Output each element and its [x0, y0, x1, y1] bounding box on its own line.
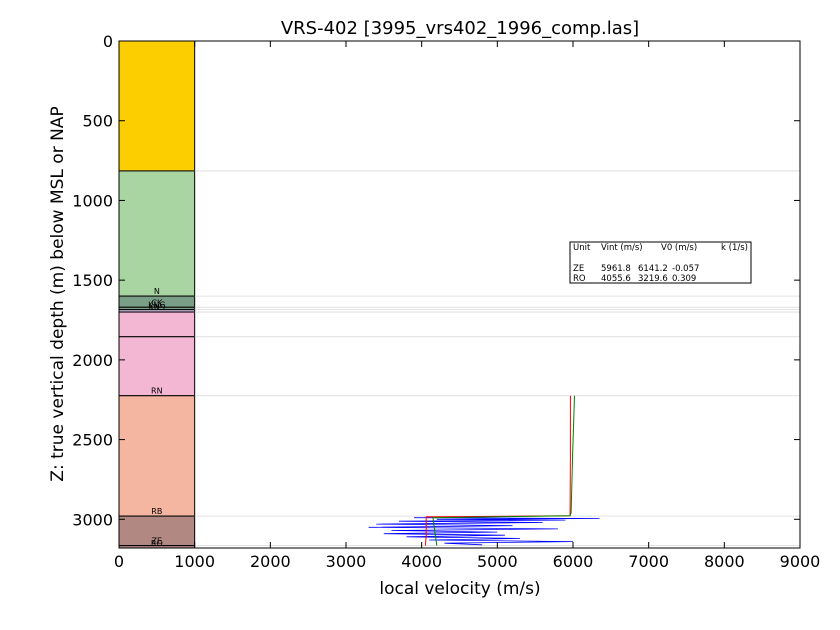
unit-block [118, 395, 196, 517]
x-axis-ticks: 0 1000 2000 3000 4000 5000 6000 7000 8000 9000 [114, 41, 820, 571]
y-tick-label: 2500 [72, 431, 113, 450]
y-tick-label: 1500 [72, 271, 113, 290]
x-tick-label: 6000 [553, 552, 594, 571]
y-axis-label: Z: true vertical depth (m) below MSL or … [48, 106, 68, 481]
unit-label: N [154, 287, 160, 296]
y-tick-label: 1000 [72, 191, 113, 210]
legend-header-v0: V0 (m/s) [661, 243, 697, 253]
x-tick-label: 3000 [326, 552, 367, 571]
velocity-series-line [432, 395, 575, 546]
unit-label: RB [151, 507, 162, 516]
unit-block [118, 336, 196, 397]
unit-block [118, 311, 196, 338]
chart-title: VRS-402 [3995_vrs402_1996_comp.las] [281, 18, 639, 39]
x-tick-label: 2000 [250, 552, 291, 571]
legend-row-k: -0.057 [672, 264, 699, 274]
y-tick-label: 0 [103, 32, 113, 51]
y-tick-label: 3000 [72, 510, 113, 529]
y-axis-ticks: 0 500 1000 1500 2000 2500 3000 [72, 32, 800, 529]
y-tick-label: 2000 [72, 351, 113, 370]
velocity-series [368, 395, 600, 546]
x-tick-label: 7000 [628, 552, 669, 571]
legend-row-unit: ZE [573, 264, 584, 274]
legend-row-vint: 4055.6 [601, 274, 631, 284]
legend-box: Unit Vint (m/s) V0 (m/s) k (1/s) ZE 5961… [569, 241, 752, 284]
unit-block [118, 515, 196, 547]
unit-label: RN [151, 387, 163, 396]
unit-label: CK [151, 298, 163, 307]
legend-row-k: 0.309 [672, 274, 696, 284]
unit-boundaries [194, 170, 800, 547]
unit-label: KNS [149, 303, 165, 312]
legend-row-vint: 5961.8 [601, 264, 631, 274]
legend-row-unit: RO [573, 274, 586, 284]
legend-header-vint: Vint (m/s) [601, 243, 643, 253]
x-tick-label: 0 [114, 552, 124, 571]
x-tick-label: 4000 [401, 552, 442, 571]
plot-frame [118, 40, 801, 549]
x-tick-label: 5000 [477, 552, 518, 571]
y-tick-label: 500 [82, 112, 113, 131]
legend-row-v0: 6141.2 [638, 264, 668, 274]
x-axis-label: local velocity (m/s) [379, 579, 540, 599]
velocity-series-line [368, 517, 600, 546]
unit-label: KNG [148, 301, 165, 310]
x-tick-label: 9000 [780, 552, 821, 571]
legend-row-v0: 3219.6 [638, 274, 668, 284]
legend-header-k: k (1/s) [721, 243, 748, 253]
unit-label: RO [151, 539, 163, 548]
legend-frame [569, 241, 752, 284]
unit-label: ZE [152, 537, 163, 546]
unit-block [118, 40, 196, 172]
unit-block [118, 170, 196, 297]
x-tick-label: 1000 [174, 552, 215, 571]
x-tick-label: 8000 [704, 552, 745, 571]
legend-header-unit: Unit [573, 243, 591, 253]
